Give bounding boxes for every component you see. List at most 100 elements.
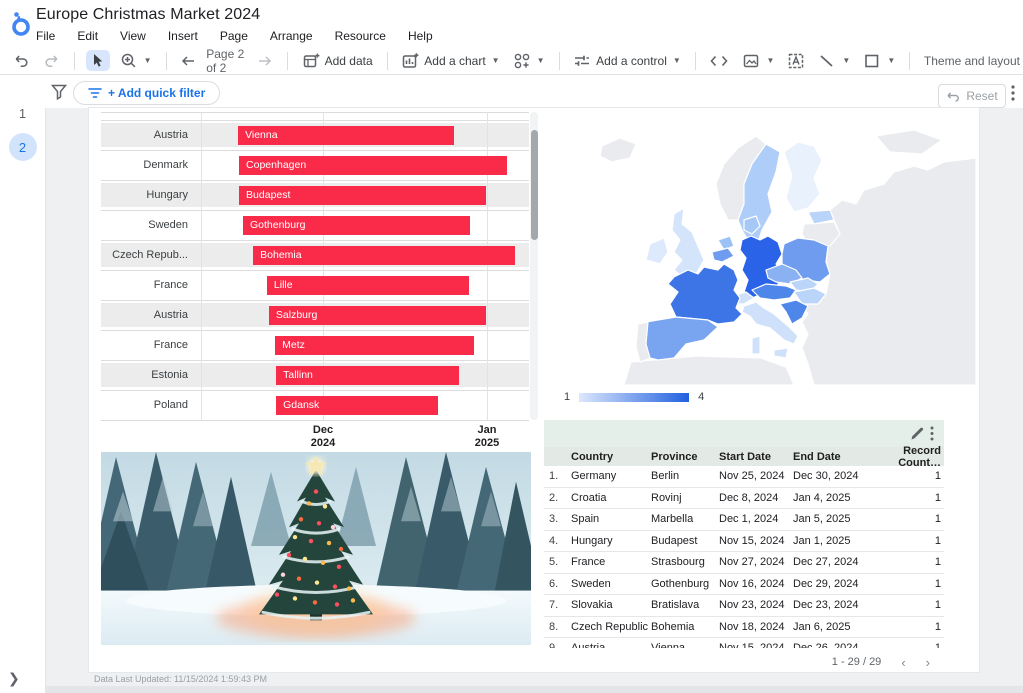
table-row[interactable]: 1. Germany Berlin Nov 25, 2024 Dec 30, 2024 1 <box>544 466 944 488</box>
table-row[interactable]: 6. Sweden Gothenburg Nov 16, 2024 Dec 29, 20… <box>544 574 944 595</box>
table-cell: 7. <box>549 599 559 612</box>
gantt-row[interactable]: France Metz <box>101 331 529 361</box>
reset-button[interactable]: Reset <box>938 84 1006 108</box>
shape-tool-button[interactable]: ▼ <box>860 50 898 72</box>
christmas-tree-image[interactable] <box>101 452 531 645</box>
add-chart-button[interactable]: Add a chart ▼ <box>398 50 502 72</box>
column-header[interactable]: Start Date <box>719 450 771 463</box>
menu-help[interactable]: Help <box>407 29 433 43</box>
add-data-button[interactable]: Add data <box>299 50 376 72</box>
menu-arrange[interactable]: Arrange <box>269 29 313 43</box>
table-cell: Vienna <box>651 642 719 648</box>
gantt-bar[interactable]: Gdansk <box>276 396 439 415</box>
previous-page-button[interactable] <box>177 52 199 70</box>
line-tool-button[interactable]: ▼ <box>815 51 853 71</box>
table-cell: 1 <box>934 577 941 590</box>
gantt-x-axis: Dec 2024 Jan 2025 <box>201 424 529 454</box>
table-cell: Berlin <box>651 470 680 483</box>
gantt-row[interactable]: Poland Gdansk <box>101 391 529 421</box>
gantt-row[interactable]: Czech Repub... Bohemia <box>101 241 529 271</box>
gantt-timeline-chart[interactable]: Austria Vienna Denmark Copenhagen Hungary Bud… <box>101 112 538 456</box>
page-indicator[interactable]: Page 2 of 2 <box>206 46 245 75</box>
table-cell: 1 <box>934 599 941 612</box>
gantt-rows: Austria Vienna Denmark Copenhagen Hungary Bud… <box>101 112 529 421</box>
filter-bar-more-icon[interactable] <box>1011 85 1015 101</box>
insert-image-button[interactable]: ▼ <box>739 50 777 72</box>
zoom-tool-button[interactable]: ▼ <box>117 50 155 72</box>
redo-button[interactable] <box>40 50 63 71</box>
gantt-row[interactable]: Austria Vienna <box>101 121 529 151</box>
column-header[interactable]: Province <box>651 450 698 463</box>
gantt-bar[interactable]: Gothenburg <box>242 216 470 235</box>
add-control-button[interactable]: Add a control ▼ <box>570 50 684 72</box>
table-row[interactable]: 7. Slovakia Bratislava Nov 23, 2024 Dec 23, … <box>544 595 944 617</box>
table-pagination: 1 - 29 / 29 ‹ › <box>544 652 944 672</box>
page-thumb-1[interactable]: 1 <box>18 105 27 121</box>
add-quick-filter-button[interactable]: + Add quick filter <box>73 81 221 105</box>
undo-button[interactable] <box>10 50 33 71</box>
next-page-button[interactable] <box>254 52 276 70</box>
filter-bar: + Add quick filter Reset <box>45 75 1023 108</box>
gantt-bar[interactable]: Vienna <box>238 126 455 145</box>
menu-resource[interactable]: Resource <box>334 29 386 43</box>
toolbar-divider <box>286 51 288 70</box>
table-row[interactable]: 5. France Strasbourg Nov 27, 2024 Dec 27, 20… <box>544 552 944 574</box>
gantt-row[interactable]: France Lille <box>101 271 529 301</box>
table-cell: Sweden <box>571 577 611 590</box>
gantt-row[interactable]: Hungary Budapest <box>101 181 529 211</box>
menu-file[interactable]: File <box>36 29 56 43</box>
gantt-row[interactable]: Sweden Gothenburg <box>101 211 529 241</box>
toolbar-divider <box>909 51 910 70</box>
table-cell: 1. <box>549 470 559 483</box>
menu-insert[interactable]: Insert <box>167 29 198 43</box>
table-header-toolbar <box>544 420 944 447</box>
menu-view[interactable]: View <box>120 29 146 43</box>
gantt-bar[interactable]: Salzburg <box>268 306 487 325</box>
data-table-chart[interactable]: Country Province Start Date End Date Record … <box>544 420 944 672</box>
community-visualizations-button[interactable]: ▼ <box>510 50 548 72</box>
pagination-next-icon[interactable]: › <box>925 654 930 670</box>
page-thumb-2[interactable]: 2 <box>8 133 37 161</box>
report-page[interactable]: Austria Vienna Denmark Copenhagen Hungary Bud… <box>89 108 979 672</box>
gantt-scrollbar-thumb[interactable] <box>530 130 538 240</box>
menu-edit[interactable]: Edit <box>77 29 99 43</box>
theme-and-layout-button[interactable]: Theme and layout <box>923 53 1020 68</box>
report-title[interactable]: Europe Christmas Market 2024 <box>36 6 261 23</box>
gantt-bar[interactable]: Bohemia <box>253 246 516 265</box>
edit-pencil-icon[interactable] <box>910 426 925 441</box>
table-row[interactable]: 3. Spain Marbella Dec 1, 2024 Jan 5, 2025 1 <box>544 509 944 531</box>
column-header[interactable]: Country <box>571 450 614 463</box>
column-header[interactable]: End Date <box>793 450 841 463</box>
panel-expand-icon[interactable]: ❯ <box>8 670 20 686</box>
table-cell: Hungary <box>571 534 613 547</box>
gantt-row[interactable]: Estonia Tallinn <box>101 361 529 391</box>
gantt-row[interactable]: Austria Salzburg <box>101 301 529 331</box>
text-tool-button[interactable] <box>784 50 808 72</box>
gantt-row[interactable]: Denmark Copenhagen <box>101 151 529 181</box>
table-more-icon[interactable] <box>930 426 934 441</box>
pagination-prev-icon[interactable]: ‹ <box>901 654 906 670</box>
gantt-bar[interactable]: Copenhagen <box>239 156 508 175</box>
gantt-scrollbar[interactable] <box>530 112 538 420</box>
table-row[interactable]: 4. Hungary Budapest Nov 15, 2024 Jan 1, 2025… <box>544 531 944 552</box>
filter-funnel-icon[interactable] <box>50 83 68 100</box>
legend-gradient-bar <box>579 392 690 402</box>
gantt-bar[interactable]: Tallinn <box>276 366 460 385</box>
axis-tick-label: Jan 2025 <box>474 424 500 450</box>
select-cursor-button[interactable] <box>85 50 110 71</box>
community-viz-caret-icon: ▼ <box>536 56 545 65</box>
menu-page[interactable]: Page <box>219 29 248 43</box>
looker-studio-logo[interactable] <box>9 10 33 38</box>
embed-code-button[interactable] <box>706 51 732 71</box>
gantt-gridline <box>201 112 202 420</box>
gantt-bar[interactable]: Lille <box>266 276 469 295</box>
gantt-bar[interactable]: Metz <box>275 336 475 355</box>
table-cell: 1 <box>934 556 941 569</box>
gantt-bar[interactable]: Budapest <box>239 186 487 205</box>
column-header[interactable]: Record Count… <box>898 444 941 469</box>
table-row[interactable]: 8. Czech Republic Bohemia Nov 18, 2024 Jan 6… <box>544 617 944 638</box>
table-row[interactable]: 2. Croatia Rovinj Dec 8, 2024 Jan 4, 2025 1 <box>544 488 944 509</box>
europe-choropleth-map[interactable]: 1 4 <box>546 112 977 408</box>
